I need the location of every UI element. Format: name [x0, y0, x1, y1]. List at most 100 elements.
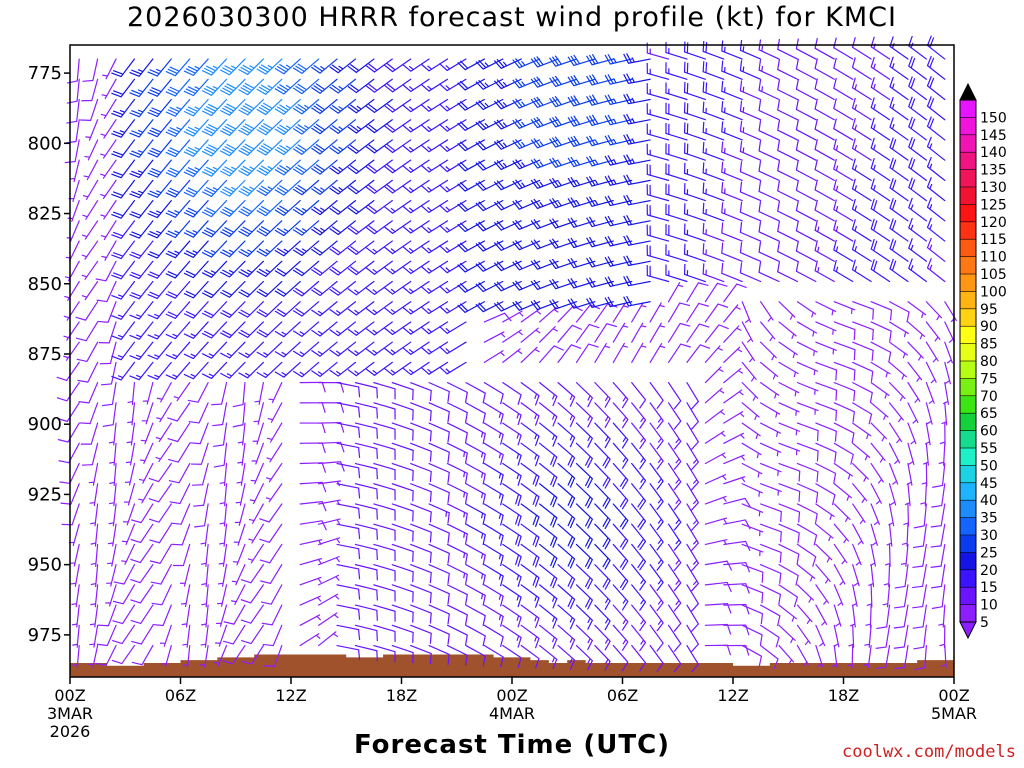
barb-staff: [319, 58, 338, 74]
barb-full-flag: [222, 269, 232, 276]
barb-staff: [539, 442, 558, 458]
barb-half-flag: [208, 373, 214, 377]
wind-barb: [520, 584, 540, 608]
barb-half-flag: [108, 502, 115, 505]
barb-full-flag: [111, 72, 122, 78]
barb-staff: [299, 481, 323, 485]
wind-barb: [723, 583, 750, 594]
wind-barb: [180, 564, 191, 587]
barb-half-flag: [82, 214, 88, 218]
barb-staff: [174, 78, 191, 97]
barb-full-flag: [761, 592, 764, 604]
barb-staff: [192, 260, 209, 279]
wind-barb: [475, 280, 504, 293]
barb-full-flag: [224, 166, 235, 173]
barb-staff: [283, 139, 301, 156]
barb-full-flag: [311, 107, 321, 115]
wind-barb: [238, 341, 264, 359]
barb-staff: [888, 483, 897, 506]
barb-staff: [795, 169, 817, 181]
barb-staff: [686, 302, 700, 323]
wind-barb: [520, 382, 540, 406]
barb-half-flag: [190, 333, 196, 337]
wind-barb: [520, 564, 540, 588]
barb-staff: [814, 270, 835, 283]
barb-full-flag: [586, 55, 593, 66]
barb-full-flag: [570, 116, 578, 126]
barb-half-flag: [720, 411, 726, 416]
barb-full-flag: [493, 242, 502, 251]
wind-barb: [778, 543, 800, 565]
barb-half-flag: [317, 350, 323, 355]
barb-full-flag: [347, 288, 357, 296]
wind-barb: [683, 223, 706, 242]
wind-barb: [631, 322, 647, 343]
barb-staff: [232, 624, 246, 645]
wind-barb: [457, 119, 485, 131]
wind-barb: [79, 402, 99, 425]
barb-full-flag: [240, 208, 251, 215]
barb-staff: [539, 644, 558, 660]
wind-barb: [815, 462, 837, 484]
wind-barb: [292, 260, 320, 277]
barb-full-flag: [464, 533, 468, 545]
wind-barb: [683, 243, 706, 262]
barb-staff: [833, 644, 838, 668]
barb-half-flag: [265, 497, 272, 500]
barb-full-flag: [833, 199, 837, 210]
barb-staff: [392, 341, 412, 356]
wind-barb: [129, 280, 154, 300]
barb-full-flag: [623, 175, 630, 185]
barb-half-flag: [219, 522, 225, 525]
barb-full-flag: [276, 146, 287, 154]
wind-barb: [833, 543, 848, 565]
barb-half-flag: [194, 126, 200, 130]
barb-staff: [120, 341, 136, 361]
barb-staff: [120, 220, 136, 239]
barb-staff: [483, 564, 504, 577]
barb-half-flag: [356, 125, 362, 130]
barb-full-flag: [736, 283, 747, 289]
wind-barb: [778, 301, 796, 320]
wind-barb: [649, 624, 664, 652]
barb-full-flag: [331, 185, 341, 193]
barb-full-flag: [584, 476, 591, 487]
barb-full-flag: [464, 412, 468, 423]
barb-half-flag: [740, 455, 746, 461]
barb-half-flag: [557, 181, 562, 186]
barb-half-flag: [631, 57, 635, 63]
barb-full-flag: [604, 196, 611, 206]
barb-half-flag: [137, 190, 144, 194]
wind-barb: [795, 78, 817, 101]
barb-full-flag: [274, 67, 285, 75]
wind-barb: [483, 584, 504, 607]
barb-full-flag: [478, 282, 487, 291]
barb-half-flag: [480, 512, 484, 519]
wind-barb: [623, 93, 651, 105]
wind-barb: [438, 139, 467, 152]
barb-half-flag: [299, 331, 305, 335]
barb-staff: [464, 301, 485, 313]
barb-staff: [575, 462, 593, 480]
barb-full-flag: [702, 222, 705, 234]
barb-half-flag: [390, 349, 396, 354]
wind-barb: [886, 523, 893, 547]
barb-full-flag: [241, 660, 252, 665]
barb-half-flag: [247, 558, 254, 561]
barb-staff: [301, 321, 320, 337]
barb-full-flag: [167, 149, 178, 155]
barb-full-flag: [224, 85, 235, 92]
barb-staff: [721, 90, 743, 101]
wind-barb: [111, 280, 136, 300]
barb-staff: [631, 442, 647, 462]
barb-full-flag: [256, 189, 267, 196]
wind-barb: [539, 306, 559, 323]
barb-half-flag: [864, 643, 870, 646]
wind-barb: [238, 58, 264, 76]
barb-staff: [428, 260, 449, 274]
wind-barb: [567, 95, 596, 107]
wind-barb: [686, 644, 699, 673]
wind-barb: [274, 301, 301, 318]
wind-barb: [410, 644, 432, 664]
barb-staff: [631, 402, 647, 421]
